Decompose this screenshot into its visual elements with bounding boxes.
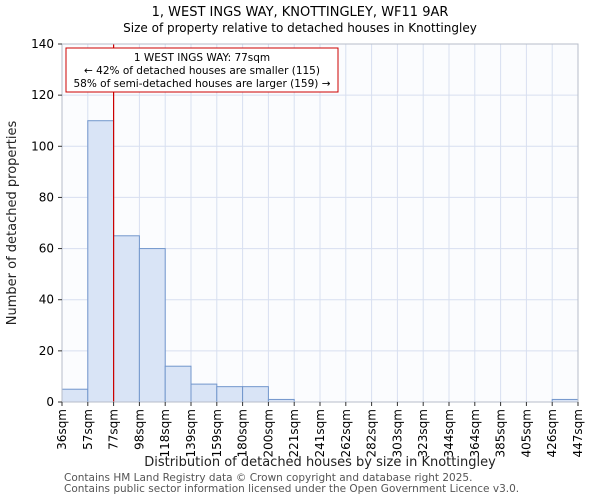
x-tick-label: 180sqm — [236, 409, 250, 457]
y-tick-label: 80 — [39, 190, 54, 204]
x-tick-label: 282sqm — [365, 409, 379, 457]
x-tick-label: 385sqm — [494, 409, 508, 457]
annotation-text-line: 1 WEST INGS WAY: 77sqm — [134, 52, 270, 64]
x-tick-label: 77sqm — [107, 409, 121, 450]
histogram-bar — [164, 365, 192, 403]
x-tick-label: 405sqm — [519, 409, 533, 457]
x-tick-label: 118sqm — [158, 409, 172, 457]
x-tick-label: 36sqm — [55, 409, 69, 450]
x-tick-label: 159sqm — [210, 409, 224, 457]
annotation-text-line: 58% of semi-detached houses are larger (… — [74, 78, 331, 90]
x-tick-label: 262sqm — [339, 409, 353, 457]
footer-attribution-2: Contains public sector information licen… — [64, 483, 519, 495]
x-tick-label: 200sqm — [261, 409, 275, 457]
x-tick-label: 241sqm — [313, 409, 327, 457]
x-tick-label: 139sqm — [184, 409, 198, 457]
x-tick-label: 221sqm — [287, 409, 301, 457]
y-tick-label: 120 — [31, 88, 54, 102]
histogram-bar — [242, 386, 269, 403]
x-tick-label: 447sqm — [571, 409, 585, 457]
histogram-bar — [61, 388, 89, 403]
annotation-text-line: ← 42% of detached houses are smaller (11… — [84, 65, 320, 77]
y-tick-label: 140 — [31, 37, 54, 51]
histogram-bar — [216, 386, 244, 403]
y-tick-label: 0 — [46, 395, 54, 409]
x-axis-title: Distribution of detached houses by size … — [144, 455, 496, 470]
x-tick-label: 303sqm — [390, 409, 404, 457]
histogram-bar — [190, 383, 218, 403]
annotation-box — [65, 47, 339, 93]
y-tick-label: 60 — [39, 242, 54, 256]
x-tick-label: 323sqm — [416, 409, 430, 457]
plot-area: 0 20 40 60 80 100 120 140 36sqm 57sqm 77sqm 98sqm 11… — [31, 37, 585, 457]
x-tick-label: 364sqm — [468, 409, 482, 457]
y-tick-label: 100 — [31, 139, 54, 153]
histogram-bar — [87, 120, 115, 403]
x-tick-label: 344sqm — [442, 409, 456, 457]
y-tick-label: 20 — [39, 344, 54, 358]
histogram-bar — [113, 235, 140, 403]
x-tick-label: 98sqm — [132, 409, 146, 450]
chart-subtitle: Size of property relative to detached ho… — [123, 21, 477, 35]
chart-title: 1, WEST INGS WAY, KNOTTINGLEY, WF11 9AR — [152, 5, 449, 20]
histogram-bar — [138, 248, 166, 403]
x-tick-label: 426sqm — [545, 409, 559, 457]
x-tick-label: 57sqm — [81, 409, 95, 450]
y-axis-title: Number of detached properties — [5, 121, 20, 326]
y-tick-label: 40 — [39, 293, 54, 307]
footer-attribution-1: Contains HM Land Registry data © Crown c… — [64, 472, 472, 484]
